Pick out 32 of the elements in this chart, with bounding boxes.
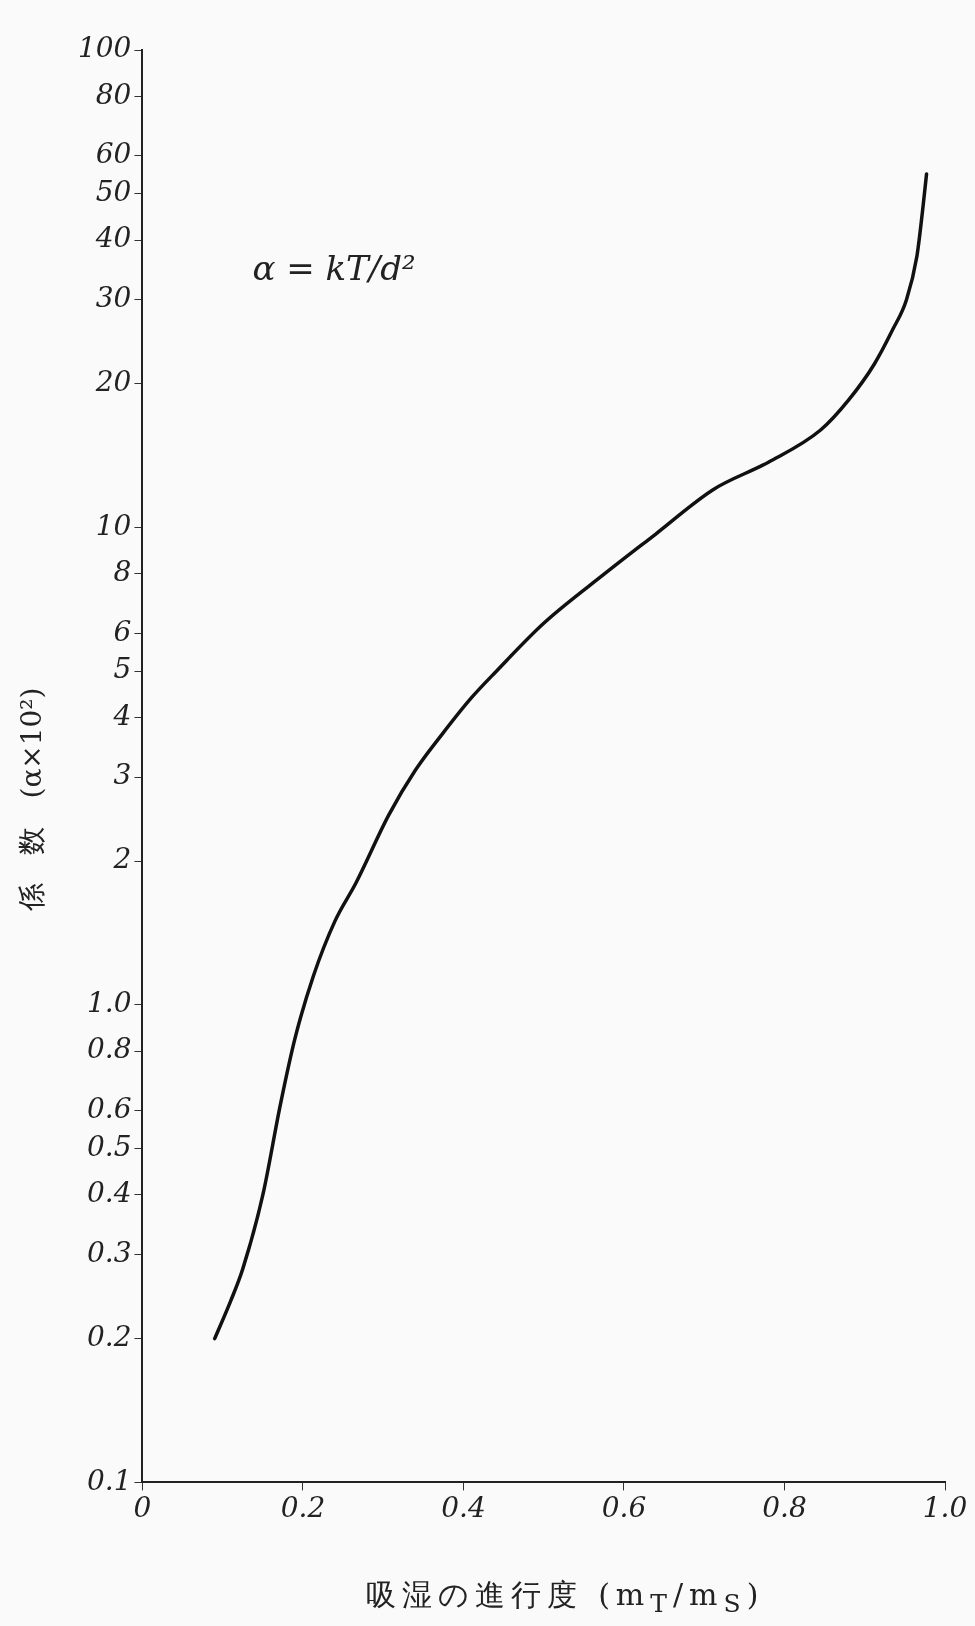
y-tick-label: 0.3 [86,1235,132,1269]
y-tick-label: 100 [77,31,132,65]
y-tick-label: 4 [112,698,132,732]
y-tick-label: 0.2 [86,1319,132,1353]
y-tick-label: 6 [113,614,132,648]
y-tick-label: 0.8 [86,1032,132,1066]
y-tick-label: 0.6 [86,1092,132,1126]
y-tick-label: 10 [95,508,132,542]
y-tick-label: 2 [112,842,132,876]
y-axis-title: 係 数 (α×10²) [14,686,49,913]
x-tick-label: 0.4 [441,1491,486,1525]
y-tick-label: 30 [95,280,132,314]
y-tick-label: 1.0 [86,986,132,1020]
y-tick-label: 60 [95,137,132,171]
y-tick-label: 8 [113,555,132,589]
y-tick-label: 80 [95,77,132,111]
x-tick-label: 0.2 [280,1491,326,1525]
x-tick-label: 0.8 [762,1491,807,1525]
line-series [212,172,929,1341]
x-tick-label: 1.0 [922,1491,968,1525]
y-tick-label: 0.1 [86,1463,132,1497]
x-tick-label: 0 [133,1491,152,1525]
y-tick-label: 5 [113,652,132,686]
y-tick-label: 0.4 [86,1176,132,1210]
y-tick-label: 0.5 [86,1129,132,1163]
y-tick-label: 40 [94,221,132,255]
x-axis-title: 吸湿の進行度 (m$_{T}$/m$_{S}$) [364,1576,766,1618]
y-tick-label: 20 [94,365,132,399]
annotation: α = kT/d² [252,248,416,288]
x-tick-label: 0.6 [601,1491,647,1525]
y-tick-label: 50 [95,175,132,209]
y-tick-label: 3 [113,758,132,792]
